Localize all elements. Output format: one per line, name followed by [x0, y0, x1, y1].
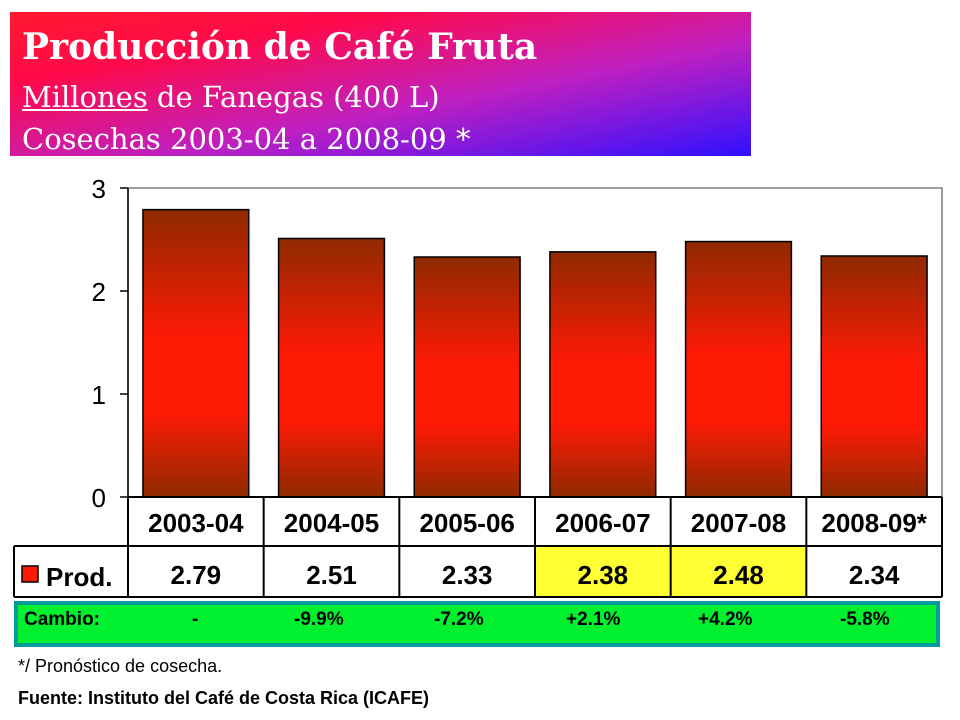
bar: [549, 251, 657, 498]
change-value: -5.8%: [840, 609, 890, 630]
value-label: 2.34: [849, 560, 900, 590]
y-tick-label: 1: [92, 380, 106, 410]
change-value: -: [192, 609, 199, 630]
bar: [142, 208, 250, 498]
change-value: +2.1%: [566, 609, 621, 630]
y-tick-label: 3: [92, 174, 106, 204]
plot-frame: [127, 187, 943, 498]
category-label: 2007-08: [691, 508, 786, 538]
y-tick-label: 0: [92, 483, 106, 513]
bar: [277, 237, 386, 498]
value-label: 2.38: [578, 560, 629, 590]
value-label: 2.79: [171, 560, 222, 590]
chart-subtitle: Millones de Fanegas (400 L): [22, 80, 440, 114]
change-value: +4.2%: [698, 609, 753, 630]
bar: [684, 240, 793, 498]
change-value: -7.2%: [434, 609, 484, 630]
subtitle-rest: de Fanegas (400 L): [147, 80, 440, 114]
category-label: 2005-06: [419, 508, 514, 538]
highlight-cell: [670, 546, 807, 597]
bar-chart: 0 1 2 3 2003-04 2.79 2004-05 2.51 2005-06 2.33 20…: [13, 174, 943, 598]
chart-title: Producción de Café Fruta: [22, 26, 538, 68]
category-label: 2004-05: [284, 508, 379, 538]
y-tick-label: 2: [92, 277, 106, 307]
category-label: 2008-09*: [821, 508, 927, 538]
change-row: Cambio: - -9.9% -7.2% +2.1% +4.2% -5.8%: [14, 601, 940, 647]
title-banner: Producción de Café Fruta Millones de Fan…: [10, 12, 751, 156]
category-label: 2003-04: [148, 508, 244, 538]
change-value: -9.9%: [294, 609, 344, 630]
value-label: 2.33: [442, 560, 493, 590]
highlight-cell: [535, 546, 671, 597]
value-label: 2.48: [713, 560, 764, 590]
change-label: Cambio:: [24, 609, 100, 630]
legend-swatch: [21, 565, 39, 583]
legend-label: Prod.: [46, 562, 112, 592]
value-label: 2.51: [306, 560, 357, 590]
change-row-fill: [18, 605, 936, 643]
bar: [413, 256, 521, 498]
source-note: Fuente: Instituto del Café de Costa Rica…: [18, 688, 430, 708]
subtitle-unit: Millones: [22, 80, 148, 114]
category-label: 2006-07: [555, 508, 650, 538]
chart-subtitle-harvests: Cosechas 2003-04 a 2008-09 *: [22, 122, 471, 156]
bar: [820, 255, 928, 498]
forecast-note: */ Pronóstico de cosecha.: [18, 656, 223, 676]
